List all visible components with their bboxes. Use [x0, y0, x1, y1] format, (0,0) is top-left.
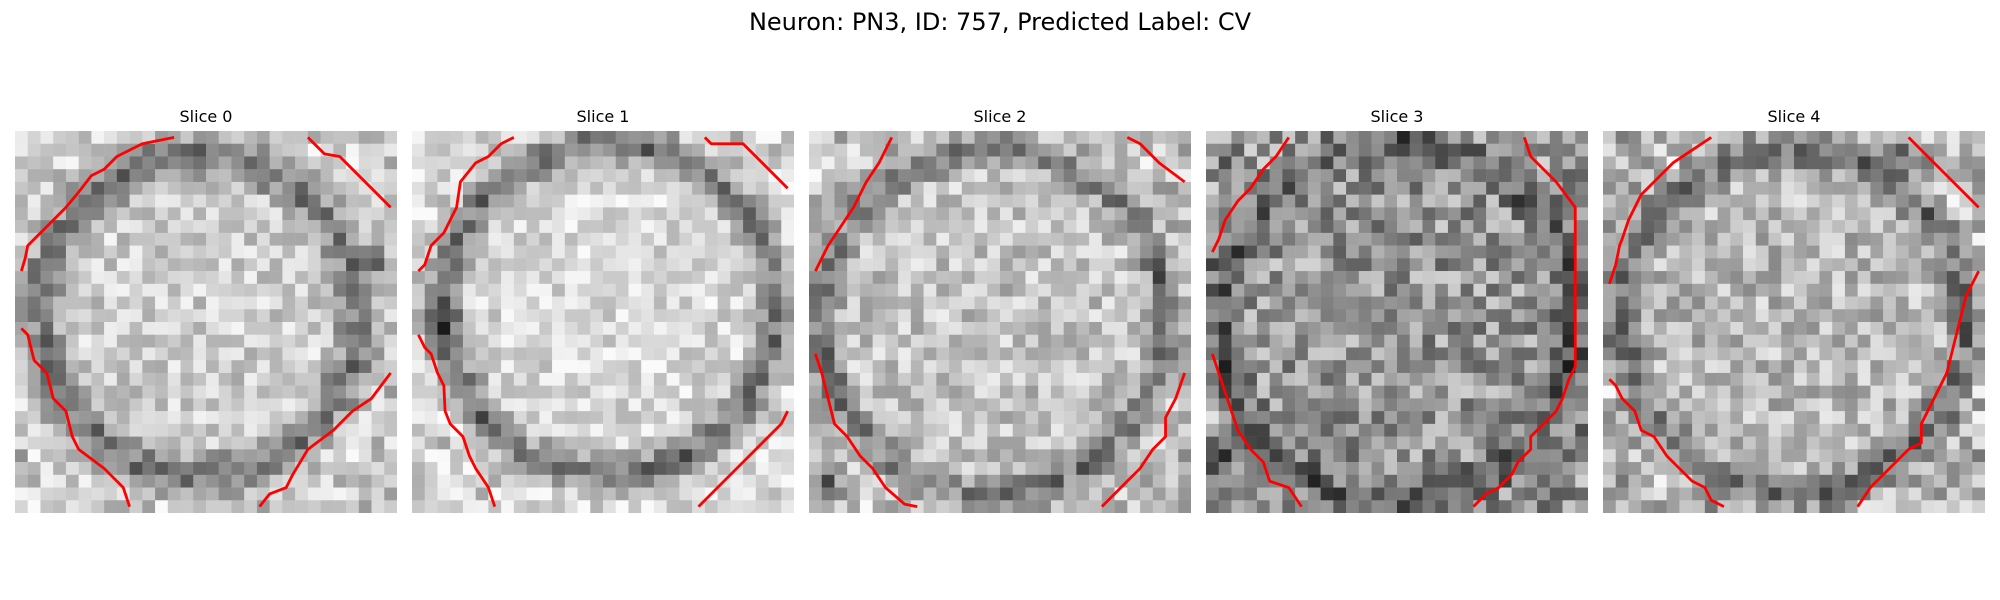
slice-pixels-1 [412, 131, 794, 513]
slice-title-2: Slice 2 [973, 107, 1027, 126]
contour-line-1-2 [417, 334, 497, 508]
contour-line-2-1 [1126, 136, 1186, 184]
contour-line-0-2 [20, 327, 131, 508]
contour-line-4-0 [1608, 136, 1713, 285]
slice-pixels-3 [1206, 131, 1588, 513]
contour-line-0-0 [20, 135, 175, 272]
contour-line-1-0 [417, 136, 515, 273]
slice-title-1: Slice 1 [576, 107, 630, 126]
figure-title: Neuron: PN3, ID: 757, Predicted Label: C… [748, 8, 1252, 36]
slice-image-0 [15, 131, 397, 513]
slice-image-1 [412, 131, 794, 513]
contour-line-3-0 [1211, 136, 1290, 253]
slice-image-2 [809, 131, 1191, 513]
contour-line-0-3 [258, 372, 392, 508]
contour-line-1-3 [697, 410, 789, 508]
contour-line-4-1 [1907, 136, 1980, 209]
contour-line-4-3 [1608, 378, 1725, 508]
contour-line-0-1 [306, 136, 392, 209]
slice-title-4: Slice 4 [1767, 107, 1821, 126]
slice-pixels-0 [15, 131, 397, 513]
contour-line-3-2 [1211, 353, 1303, 508]
contour-line-2-0 [814, 136, 894, 272]
slice-panel-0: Slice 0 [15, 107, 397, 513]
contour-line-4-2 [1856, 270, 1980, 508]
slice-title-3: Slice 3 [1370, 107, 1424, 126]
slice-pixels-2 [809, 131, 1191, 513]
contour-line-2-3 [1100, 372, 1186, 508]
slice-image-3 [1206, 131, 1588, 513]
slice-panel-2: Slice 2 [809, 107, 1191, 513]
contour-line-2-2 [814, 353, 918, 509]
slice-pixels-4 [1603, 131, 1985, 513]
slice-panel-1: Slice 1 [412, 107, 794, 513]
slice-title-0: Slice 0 [179, 107, 233, 126]
slice-image-4 [1603, 131, 1985, 513]
contour-line-1-1 [703, 136, 789, 190]
slice-panel-4: Slice 4 [1603, 107, 1985, 513]
slice-panel-3: Slice 3 [1206, 107, 1588, 513]
contour-line-3-1 [1472, 136, 1577, 508]
